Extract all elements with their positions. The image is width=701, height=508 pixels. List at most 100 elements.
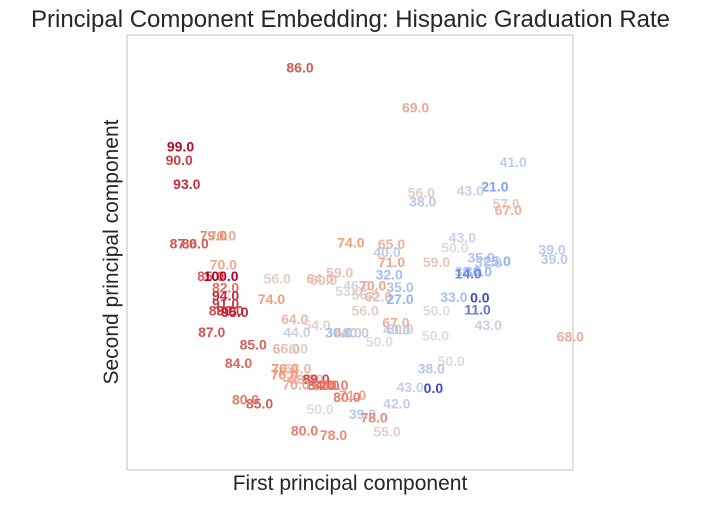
point-label: 85.0 — [240, 336, 267, 352]
point-label: 56.0 — [408, 185, 435, 201]
point-label: 50.0 — [423, 302, 450, 318]
point-label: 64.0 — [281, 311, 308, 327]
point-label: 76.0 — [271, 367, 298, 383]
point-label: 43.0 — [457, 182, 484, 198]
point-label: 54.0 — [303, 317, 330, 333]
point-label: 60.0 — [386, 321, 413, 337]
point-label: 35.0 — [386, 279, 413, 295]
point-label: 50.0 — [438, 353, 465, 369]
point-label: 87.0 — [198, 324, 225, 340]
point-label: 53.0 — [335, 283, 362, 299]
point-label: 32.0 — [376, 266, 403, 282]
point-label: 85.0 — [197, 268, 224, 284]
y-axis-label: Second principal component — [100, 119, 123, 385]
point-label: 70.0 — [359, 278, 386, 294]
point-label: 25.0 — [484, 253, 511, 269]
points-layer: 86.069.099.090.093.041.021.043.056.038.0… — [166, 60, 585, 444]
point-label: 56.0 — [352, 302, 379, 318]
point-label: 60.0 — [335, 325, 362, 341]
point-label: 82.0 — [212, 280, 239, 296]
point-label: 71.0 — [378, 254, 405, 270]
point-label: 93.0 — [173, 176, 200, 192]
point-label: 30.0 — [465, 264, 492, 280]
point-label: 84.0 — [307, 377, 334, 393]
point-label: 80.0 — [232, 392, 259, 408]
point-label: 66.0 — [273, 341, 300, 357]
point-label: 90.0 — [216, 302, 243, 318]
point-label: 43.0 — [397, 379, 424, 395]
point-label: 37.0 — [475, 255, 502, 271]
point-label: 78.0 — [320, 427, 347, 443]
point-label: 60.0 — [296, 371, 323, 387]
point-label: 14.0 — [455, 265, 482, 281]
point-label: 84.0 — [225, 355, 252, 371]
point-label: 70.0 — [210, 256, 237, 272]
point-label: 81.0 — [312, 377, 339, 393]
point-label: 80.0 — [333, 389, 360, 405]
point-label: 80.0 — [291, 422, 318, 438]
plot-frame — [126, 34, 574, 471]
point-label: 43.0 — [475, 317, 502, 333]
point-label: 67.0 — [495, 202, 522, 218]
point-label: 50.0 — [441, 240, 468, 256]
point-label: 74.0 — [258, 291, 285, 307]
point-label: 50.0 — [306, 401, 333, 417]
point-label: 56.0 — [281, 341, 308, 357]
point-label: 86.0 — [182, 235, 209, 251]
point-label: 59.0 — [326, 265, 353, 281]
point-label: 91.0 — [212, 295, 239, 311]
point-label: 35.0 — [467, 250, 494, 266]
point-label: 90.0 — [166, 152, 193, 168]
point-label: 94.0 — [212, 288, 239, 304]
point-label: 69.0 — [289, 371, 316, 387]
point-label: 89.0 — [302, 371, 329, 387]
point-label: 56.0 — [264, 271, 291, 287]
point-label: 38.0 — [418, 361, 445, 377]
point-label: 79.0 — [200, 228, 227, 244]
x-axis-label: First principal component — [232, 472, 468, 495]
point-label: 30.0 — [325, 325, 352, 341]
point-label: 65.0 — [378, 236, 405, 252]
point-label: 87.0 — [170, 235, 197, 251]
point-label: 21.0 — [481, 178, 508, 194]
point-label: 78.0 — [360, 409, 387, 425]
point-label: 40.0 — [373, 244, 400, 260]
point-label: 99.0 — [167, 138, 194, 154]
point-label: 39.0 — [541, 251, 568, 267]
point-label: 38.0 — [409, 194, 436, 210]
point-label: 33.0 — [440, 289, 467, 305]
point-label: 76.0 — [271, 361, 298, 377]
point-label: 42.0 — [383, 396, 410, 412]
point-label: 95.0 — [221, 304, 248, 320]
point-label: 68.0 — [557, 329, 584, 345]
point-label: 39.0 — [349, 406, 376, 422]
point-label: 46.0 — [343, 278, 370, 294]
point-label: 40.0 — [342, 325, 369, 341]
point-label: 64.0 — [284, 361, 311, 377]
point-label: 71.0 — [339, 387, 366, 403]
point-label: 50.0 — [366, 334, 393, 350]
point-label: 69.0 — [402, 100, 429, 116]
point-label: 74.0 — [337, 235, 364, 251]
point-label: 85.0 — [246, 396, 273, 412]
point-label: 86.0 — [286, 60, 313, 76]
point-label: 67.0 — [382, 315, 409, 331]
point-label: 39.0 — [538, 242, 565, 258]
point-label: 60.0 — [310, 272, 337, 288]
point-label: 55.0 — [373, 423, 400, 439]
point-label: 62.0 — [365, 288, 392, 304]
point-label: 50.0 — [422, 328, 449, 344]
point-label: 100.0 — [204, 268, 239, 284]
point-label: 56.0 — [352, 286, 379, 302]
point-label: 11.0 — [464, 302, 491, 318]
point-label: 41.0 — [500, 154, 527, 170]
point-label: 64.0 — [306, 271, 333, 287]
point-label: 57.0 — [492, 195, 519, 211]
point-label: 59.0 — [423, 254, 450, 270]
point-label: 88.0 — [209, 302, 236, 318]
point-label: 0.0 — [470, 290, 490, 306]
point-label: 27.0 — [386, 291, 413, 307]
point-label: 0.0 — [424, 380, 444, 396]
point-label: 44.0 — [283, 324, 310, 340]
